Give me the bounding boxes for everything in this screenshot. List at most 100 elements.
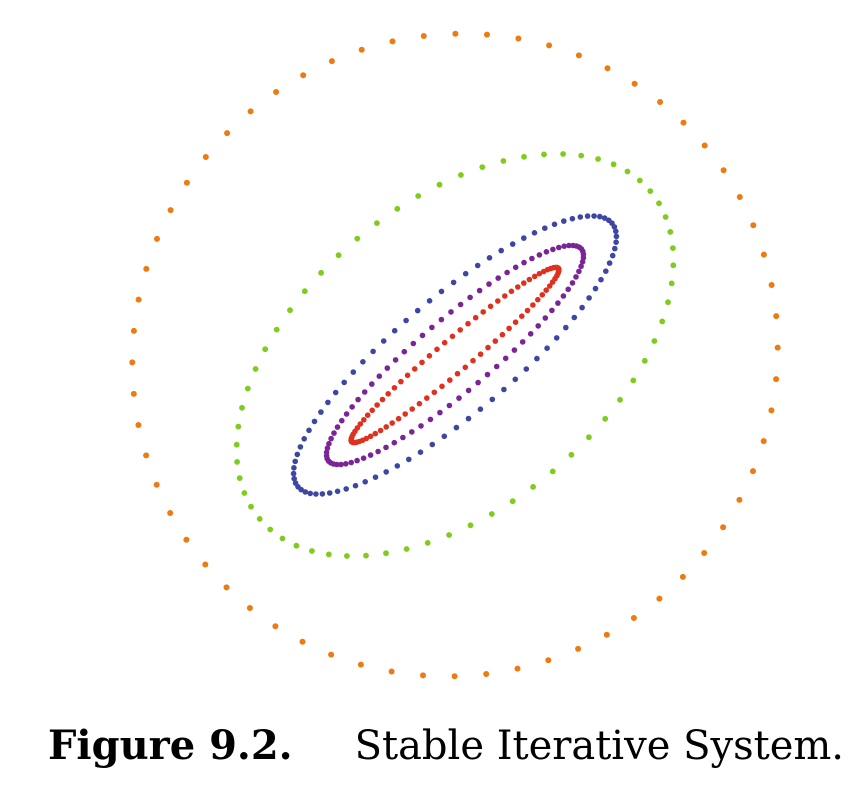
orbit-point — [542, 315, 549, 321]
orbit-point — [372, 430, 379, 437]
orbit-point — [380, 338, 387, 344]
orbit-point — [424, 540, 431, 546]
orbit-point — [446, 402, 453, 409]
orbit-point — [512, 319, 519, 326]
orbit-point — [539, 292, 546, 298]
orbit-point — [515, 35, 522, 42]
orbit-point — [568, 451, 575, 458]
orbit-point — [135, 422, 142, 428]
orbit-point — [571, 314, 578, 321]
orbit-point — [379, 396, 386, 403]
orbit-point — [613, 233, 620, 240]
orbit-point — [549, 307, 555, 314]
orbit-point — [484, 371, 491, 378]
orbit-point — [577, 214, 584, 220]
orbit-point — [354, 425, 361, 431]
orbit-point — [576, 244, 583, 250]
orbit-point — [578, 263, 584, 270]
orbit-point — [630, 615, 637, 621]
orbit-point — [404, 372, 411, 379]
orbit-point — [451, 673, 458, 680]
orbit-point — [475, 379, 481, 386]
orbit-point — [389, 38, 396, 45]
orbit-point — [598, 276, 604, 283]
orbit-point — [651, 338, 658, 344]
orbit-point — [553, 335, 560, 341]
orbit-point — [326, 490, 333, 496]
orbit-point — [453, 424, 460, 431]
orbit-point — [720, 524, 727, 531]
orbit-point — [352, 482, 359, 489]
orbit-point — [183, 536, 190, 543]
orbit-point — [545, 657, 552, 664]
orbit-point — [679, 573, 686, 580]
orbit-point — [357, 661, 364, 668]
orbit-point — [369, 381, 375, 387]
orbit-point — [610, 161, 617, 168]
orbit-point — [569, 280, 576, 286]
orbit-point — [418, 423, 424, 429]
orbit-point — [546, 42, 553, 49]
figure-label: Figure 9.2. — [48, 722, 293, 769]
orbit-point — [343, 486, 350, 492]
orbit-point — [667, 229, 674, 235]
orbit-point — [427, 416, 434, 423]
orbit-point — [441, 339, 448, 346]
orbit-point — [357, 421, 364, 427]
orbit-point — [306, 427, 312, 434]
orbit-point — [597, 213, 603, 220]
orbit-point — [410, 340, 417, 347]
orbit-point — [339, 417, 345, 424]
orbit-point — [429, 441, 436, 448]
orbit-point — [523, 366, 530, 372]
orbit-point — [512, 376, 519, 383]
orbit-point — [439, 383, 445, 390]
orbit-point — [529, 255, 535, 262]
orbit-point — [279, 535, 286, 542]
orbit-point — [555, 300, 561, 306]
orbit-point — [363, 552, 369, 559]
orbit-point — [438, 316, 445, 323]
orbit-point — [391, 385, 398, 391]
orbit-point — [566, 242, 572, 249]
orbit-point — [273, 326, 280, 333]
orbit-point — [343, 411, 350, 417]
orbit-point — [535, 296, 541, 303]
orbit-point — [631, 80, 638, 87]
orbit-point — [526, 276, 533, 283]
orbit-point — [472, 314, 479, 321]
orbit-point — [465, 320, 471, 327]
orbit-point — [434, 346, 440, 353]
orbit-point — [549, 279, 556, 285]
orbit-point — [438, 288, 445, 295]
orbit-point — [504, 269, 510, 276]
orbit-point — [446, 532, 452, 538]
orbit-point — [657, 99, 664, 105]
orbit-point — [341, 379, 348, 386]
orbit-point — [420, 33, 427, 39]
orbit-point — [602, 415, 609, 422]
orbit-point — [374, 220, 380, 227]
orbit-point — [392, 357, 399, 363]
orbit-point — [326, 440, 332, 447]
orbit-point — [527, 331, 534, 337]
orbit-point — [551, 221, 558, 228]
orbit-point — [670, 245, 676, 252]
orbit-point — [467, 294, 473, 301]
orbit-point — [668, 280, 675, 287]
orbit-point — [273, 89, 280, 95]
orbit-point — [603, 631, 610, 638]
orbit-point — [411, 366, 418, 372]
orbit-point — [415, 193, 422, 199]
orbit-point — [272, 623, 279, 630]
orbit-point — [768, 282, 775, 288]
orbit-point — [768, 407, 775, 414]
orbit-point — [287, 307, 293, 314]
orbit-point — [431, 389, 438, 396]
orbit-point — [465, 387, 472, 394]
orbit-point — [338, 461, 344, 468]
orbit-point — [414, 307, 421, 314]
orbit-point — [325, 551, 332, 558]
orbit-point — [613, 239, 619, 245]
orbit-point — [332, 389, 339, 396]
